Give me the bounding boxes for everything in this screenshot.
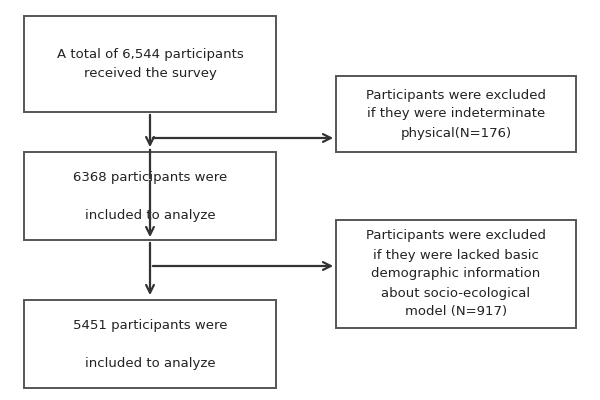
FancyBboxPatch shape [336, 220, 576, 328]
FancyBboxPatch shape [336, 76, 576, 152]
Text: 5451 participants were

included to analyze: 5451 participants were included to analy… [73, 318, 227, 370]
FancyBboxPatch shape [24, 152, 276, 240]
FancyBboxPatch shape [24, 16, 276, 112]
Text: Participants were excluded
if they were lacked basic
demographic information
abo: Participants were excluded if they were … [366, 230, 546, 318]
FancyBboxPatch shape [24, 300, 276, 388]
Text: 6368 participants were

included to analyze: 6368 participants were included to analy… [73, 170, 227, 222]
Text: Participants were excluded
if they were indeterminate
physical(N=176): Participants were excluded if they were … [366, 88, 546, 140]
Text: A total of 6,544 participants
received the survey: A total of 6,544 participants received t… [56, 48, 244, 80]
